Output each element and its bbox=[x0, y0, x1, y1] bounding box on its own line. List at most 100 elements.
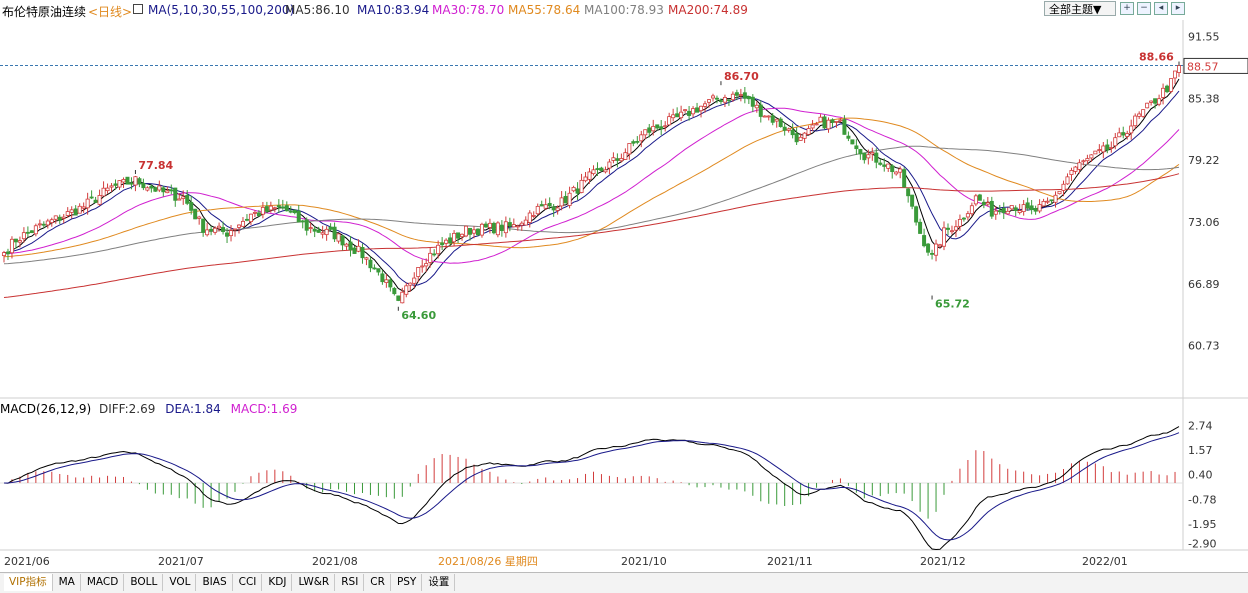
candle-body bbox=[1141, 109, 1146, 117]
ma-toggle-checkbox-icon[interactable] bbox=[133, 4, 143, 14]
candle bbox=[256, 210, 261, 217]
scroll-right-icon[interactable]: ▸ bbox=[1171, 2, 1185, 15]
candle bbox=[233, 228, 238, 237]
candle bbox=[420, 259, 425, 273]
candle bbox=[555, 205, 560, 215]
candle bbox=[973, 193, 978, 207]
candle-body bbox=[312, 228, 317, 232]
candle-body bbox=[1045, 200, 1050, 203]
candle bbox=[942, 221, 947, 251]
candle bbox=[906, 187, 911, 203]
candle-body bbox=[1005, 210, 1010, 215]
candle-body bbox=[563, 195, 568, 204]
candle bbox=[639, 130, 644, 148]
indicator-tab[interactable]: MA bbox=[54, 574, 81, 591]
macd-panel: 2.74 1.57 0.40 -0.78 -1.95 -2.90 bbox=[0, 420, 1216, 551]
candle bbox=[535, 203, 540, 216]
candle bbox=[611, 152, 616, 164]
candle-body bbox=[225, 232, 230, 237]
candle bbox=[627, 143, 632, 160]
candle-body bbox=[965, 213, 970, 218]
candle-body bbox=[587, 171, 592, 180]
candle-body bbox=[344, 243, 349, 247]
scroll-left-icon[interactable]: ◂ bbox=[1154, 2, 1168, 15]
candle bbox=[977, 193, 982, 201]
candle-body bbox=[37, 223, 42, 226]
candle bbox=[53, 215, 58, 224]
indicator-tab[interactable]: PSY bbox=[392, 574, 423, 591]
candle bbox=[1065, 173, 1070, 185]
candle bbox=[985, 196, 990, 207]
zoom-in-icon[interactable]: + bbox=[1120, 2, 1134, 15]
candle-body bbox=[774, 118, 779, 122]
candle bbox=[396, 295, 401, 302]
candle bbox=[1165, 84, 1170, 94]
candle-body bbox=[583, 176, 588, 182]
indicator-tab[interactable]: VOL bbox=[164, 574, 197, 591]
indicator-tab[interactable]: RSI bbox=[336, 574, 365, 591]
candle-body bbox=[679, 111, 684, 119]
indicator-tab[interactable]: CR bbox=[365, 574, 391, 591]
candle bbox=[479, 222, 484, 238]
indicator-tab[interactable]: LW&R bbox=[293, 574, 336, 591]
ma5-value: MA5:86.10 bbox=[285, 3, 350, 17]
candle-body bbox=[436, 244, 441, 255]
ma55-line bbox=[3, 117, 1180, 258]
candle-body bbox=[348, 241, 353, 251]
indicator-tab[interactable]: KDJ bbox=[263, 574, 293, 591]
candle bbox=[288, 206, 293, 214]
candle-body bbox=[961, 217, 966, 220]
candle bbox=[300, 219, 305, 229]
candle-body bbox=[444, 239, 449, 244]
chart-header: 布伦特原油连续 <日线> MA(5,10,30,55,100,200) MA5:… bbox=[0, 0, 1248, 20]
candle bbox=[292, 209, 297, 215]
candle-body bbox=[376, 268, 381, 273]
candle bbox=[949, 225, 954, 235]
candle-body bbox=[280, 206, 285, 209]
candle-body bbox=[675, 113, 680, 118]
candle-body bbox=[471, 229, 476, 234]
candle-body bbox=[814, 123, 819, 126]
candle bbox=[1129, 119, 1134, 140]
candle bbox=[957, 214, 962, 232]
indicator-tab[interactable]: BOLL bbox=[125, 574, 164, 591]
candle bbox=[870, 147, 875, 161]
candle bbox=[217, 222, 222, 232]
candle bbox=[101, 181, 106, 197]
candle-body bbox=[1037, 204, 1042, 212]
candle bbox=[296, 204, 301, 223]
candle bbox=[416, 267, 421, 283]
candle bbox=[523, 216, 528, 226]
candle-body bbox=[699, 105, 704, 112]
indicator-tab[interactable]: MACD bbox=[82, 574, 125, 591]
candle-body bbox=[9, 238, 14, 254]
candle-body bbox=[874, 152, 879, 163]
zoom-out-icon[interactable]: − bbox=[1137, 2, 1151, 15]
candle bbox=[412, 272, 417, 288]
indicator-tab[interactable]: VIP指标 bbox=[4, 574, 53, 591]
candle-body bbox=[854, 145, 859, 150]
candle bbox=[750, 94, 755, 113]
candle bbox=[830, 118, 835, 128]
indicator-tab[interactable]: BIAS bbox=[197, 574, 233, 591]
candle-body bbox=[141, 182, 146, 189]
candle-body bbox=[440, 242, 445, 246]
candle bbox=[945, 223, 950, 236]
candle bbox=[1057, 190, 1062, 195]
candle-body bbox=[691, 108, 696, 115]
candle-body bbox=[483, 223, 488, 228]
candle-body bbox=[607, 161, 612, 169]
candle-body bbox=[336, 233, 341, 242]
indicator-tab[interactable]: CCI bbox=[234, 574, 263, 591]
candle-body bbox=[260, 206, 265, 215]
candle-body bbox=[643, 129, 648, 136]
candle bbox=[515, 224, 520, 231]
indicator-tab[interactable]: 设置 bbox=[423, 574, 456, 591]
period-label[interactable]: <日线> bbox=[88, 5, 133, 19]
macd-tick-label: 1.57 bbox=[1188, 444, 1213, 457]
candle bbox=[1069, 167, 1074, 181]
candle-body bbox=[770, 115, 775, 123]
price-chart[interactable]: 77.84 64.60 86.70 65.72 88.66 91.55 85.38 79.2… bbox=[0, 0, 1248, 572]
candle bbox=[21, 227, 26, 243]
theme-dropdown-button[interactable]: 全部主题▼ bbox=[1044, 1, 1116, 16]
